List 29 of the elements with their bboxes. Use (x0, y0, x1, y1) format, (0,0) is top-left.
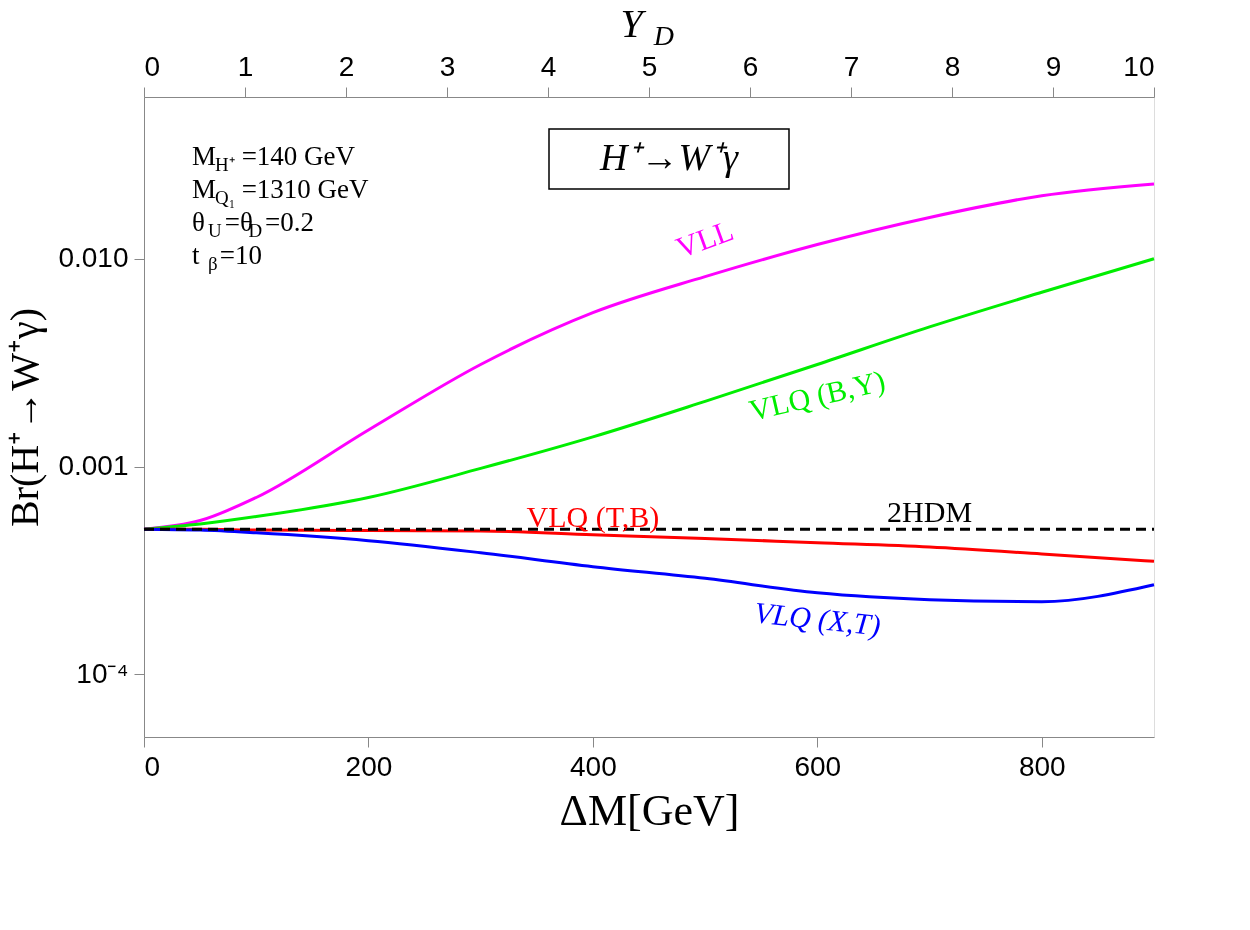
y-tick-label: 10⁻⁴ (76, 657, 129, 689)
y-axis-title: Br(H⁺→W⁺γ) (2, 308, 48, 527)
x2-tick-label: 10 (1123, 50, 1155, 82)
line-series (142, 182, 1156, 531)
y-tick-label: 0.010 (58, 242, 129, 274)
x-tick-label: 0 (144, 750, 161, 782)
text: VLQ (B,Y) (745, 363, 889, 428)
x-tick-label: 200 (345, 750, 393, 782)
x2-tick-label: 9 (1045, 50, 1062, 82)
x2-tick-label: 3 (439, 50, 456, 82)
x2-tick-label: 1 (237, 50, 254, 82)
x2-tick-label: 8 (944, 50, 961, 82)
x-tick-label: 400 (570, 750, 617, 782)
series-label: VLQ (T,B) (526, 500, 660, 535)
series-label: 2HDM (887, 494, 973, 528)
x2-tick-label: 7 (843, 50, 860, 82)
annotation: H⁺→W⁺γ (598, 136, 740, 178)
x2-tick-label: 4 (540, 50, 557, 82)
x-tick-label: 600 (794, 750, 842, 782)
text: VLL (671, 213, 738, 265)
y-tick-label: 0.001 (58, 450, 129, 482)
text: VLQ (X,T) (752, 595, 883, 643)
x-axis-title: ΔM[GeV] (559, 785, 740, 835)
x2-tick-label: 2 (338, 50, 355, 82)
x-tick-label: 800 (1018, 750, 1066, 782)
x2-tick-label: 5 (641, 50, 658, 82)
x2-axis-title: YD (620, 1, 674, 51)
x2-tick-label: 6 (742, 50, 759, 82)
x2-tick-label: 0 (144, 50, 161, 82)
